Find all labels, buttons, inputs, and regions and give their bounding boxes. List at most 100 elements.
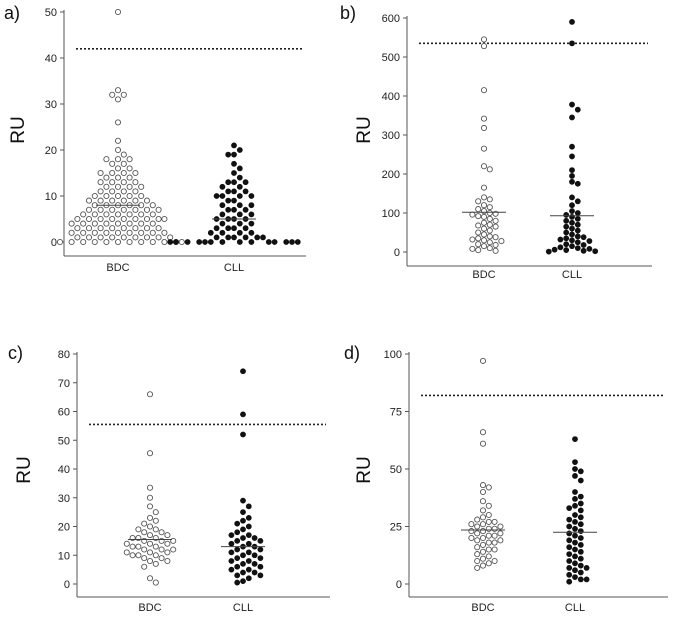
data-point <box>242 179 249 186</box>
data-point <box>80 238 87 246</box>
data-point <box>572 495 578 502</box>
data-point <box>580 242 587 248</box>
data-point <box>485 518 492 525</box>
data-point <box>126 174 133 181</box>
data-point <box>114 183 122 190</box>
data-point <box>569 114 575 121</box>
series-bdc <box>462 36 506 254</box>
data-point <box>569 101 575 108</box>
data-point <box>480 194 488 201</box>
data-point <box>109 225 116 232</box>
data-point <box>114 211 122 218</box>
data-point <box>497 530 504 537</box>
data-point <box>577 548 584 555</box>
data-point <box>577 535 584 541</box>
chart-panel-b: b) RU 0 100 200 300 400 500 600 BDC CLL <box>340 3 652 281</box>
data-point <box>228 532 235 539</box>
data-point <box>480 36 488 43</box>
data-point <box>231 160 237 167</box>
y-tick-label: 300 <box>382 130 400 142</box>
data-point <box>569 219 575 226</box>
data-point <box>577 477 584 484</box>
data-point <box>486 209 493 217</box>
data-point <box>114 174 122 181</box>
data-point <box>234 563 241 570</box>
data-point <box>479 357 487 364</box>
data-point <box>572 489 578 495</box>
data-point <box>486 166 493 173</box>
data-point <box>126 211 133 218</box>
data-point <box>577 542 584 548</box>
data-point <box>126 220 133 227</box>
y-tick-label: 25 <box>390 522 402 534</box>
data-point <box>155 234 162 241</box>
data-point <box>91 229 98 236</box>
data-point <box>592 248 599 255</box>
data-point <box>497 523 504 530</box>
data-point <box>126 156 133 163</box>
data-point <box>213 225 220 232</box>
data-point <box>164 532 171 539</box>
data-point <box>97 188 104 195</box>
data-point <box>109 234 116 241</box>
data-point <box>141 563 148 570</box>
data-point <box>248 239 255 245</box>
data-point <box>569 18 575 25</box>
data-point <box>138 183 145 190</box>
data-point <box>120 188 127 195</box>
data-point <box>97 179 104 186</box>
data-point <box>486 215 493 222</box>
data-point <box>97 197 104 204</box>
data-point <box>143 215 151 223</box>
data-point <box>158 529 165 536</box>
data-point <box>572 574 578 580</box>
data-point <box>146 514 154 521</box>
data-point <box>480 124 488 132</box>
data-point <box>491 525 498 532</box>
y-tick-label: 100 <box>382 208 400 220</box>
data-point <box>109 160 116 167</box>
data-point <box>152 560 159 567</box>
data-point <box>228 549 235 556</box>
data-point <box>566 565 573 571</box>
data-point <box>120 234 127 241</box>
data-point <box>498 238 505 245</box>
data-point <box>143 206 151 213</box>
data-point <box>479 555 487 562</box>
data-point <box>103 220 110 227</box>
data-point <box>109 179 116 186</box>
data-point <box>135 552 142 559</box>
data-point <box>85 215 93 223</box>
data-point <box>480 213 488 220</box>
y-tick-label: 60 <box>58 407 70 419</box>
data-point <box>486 245 493 252</box>
data-point <box>475 198 482 205</box>
data-point <box>152 579 159 586</box>
data-point <box>236 229 243 236</box>
data-point <box>146 391 154 398</box>
data-point <box>132 169 139 177</box>
data-point <box>103 174 110 181</box>
category-label: BDC <box>472 269 495 281</box>
data-point <box>114 220 122 227</box>
data-point <box>240 497 246 504</box>
data-point <box>219 239 226 245</box>
data-point <box>236 183 243 190</box>
data-point <box>480 207 488 215</box>
data-point <box>231 179 237 186</box>
data-point <box>251 560 258 567</box>
data-point <box>68 220 75 227</box>
data-point <box>468 521 475 528</box>
data-point <box>492 223 499 230</box>
data-point <box>103 192 110 200</box>
data-point <box>479 482 487 489</box>
data-point <box>240 535 246 541</box>
data-point <box>485 560 492 567</box>
data-point <box>234 579 241 586</box>
data-point <box>475 222 482 229</box>
y-tick-label: 0 <box>394 247 400 259</box>
data-point <box>574 106 581 113</box>
data-point <box>74 215 81 223</box>
data-point <box>572 472 578 479</box>
